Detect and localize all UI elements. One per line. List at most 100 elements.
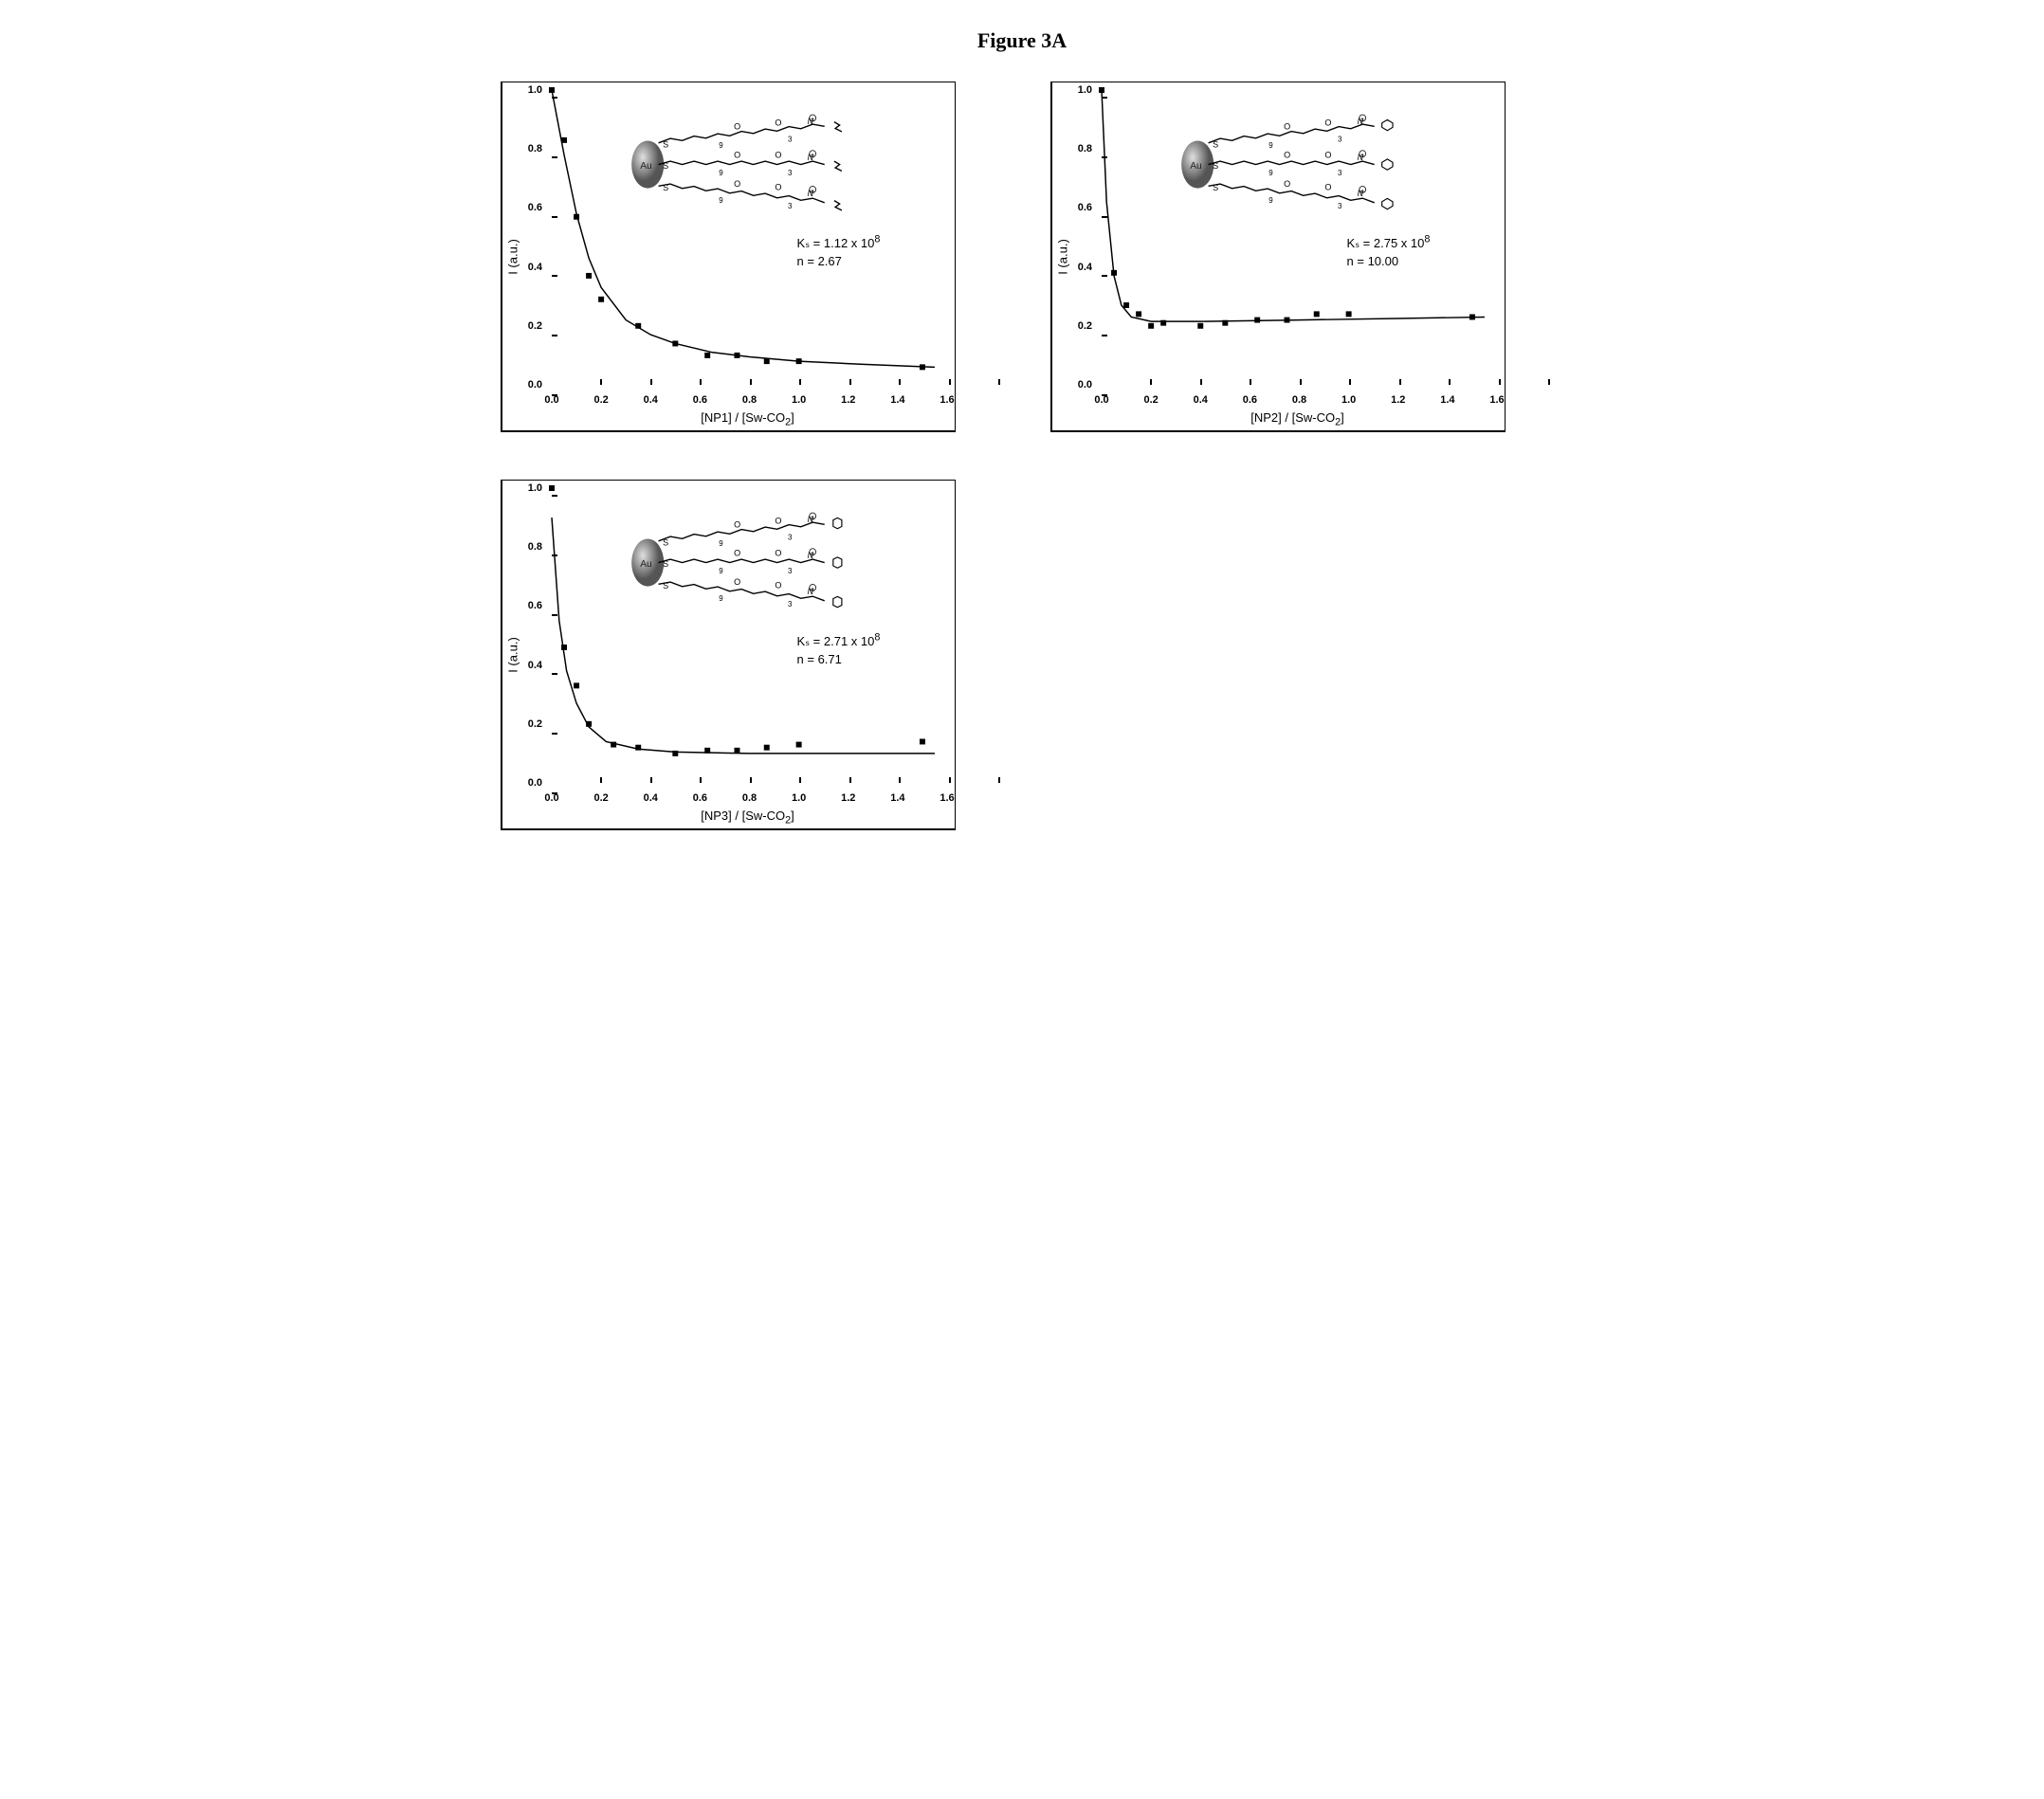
svg-text:S: S <box>664 537 669 547</box>
x-tick-label: 1.4 <box>890 394 904 406</box>
svg-text:O: O <box>776 516 782 525</box>
x-tick-label: 0.0 <box>544 394 558 406</box>
svg-text:O: O <box>735 577 741 587</box>
y-tick-label: 0.2 <box>528 718 542 730</box>
x-tick-label: 0.0 <box>544 792 558 804</box>
y-tick-label: 0.8 <box>1078 143 1092 154</box>
svg-text:O: O <box>1325 118 1332 127</box>
svg-text:O: O <box>776 118 782 127</box>
x-tick-label: 0.0 <box>1094 394 1108 406</box>
svg-text:S: S <box>664 559 669 569</box>
x-tick-label: 1.4 <box>890 792 904 804</box>
svg-text:3: 3 <box>1338 202 1342 210</box>
y-tick-label: 0.4 <box>1078 262 1092 273</box>
panel-grid: 0.0 0.2 0.4 0.6 0.8 1.0 0.0 0.2 0.4 0.6 0.8 1.0 1.2… <box>501 82 1543 830</box>
ks-value: Kₛ = 1.12 x 108 <box>797 236 881 250</box>
svg-text:S: S <box>1214 139 1219 149</box>
svg-text:9: 9 <box>720 593 724 602</box>
x-tick-label: 1.0 <box>792 792 806 804</box>
ks-value: Kₛ = 2.71 x 108 <box>797 634 881 648</box>
svg-text:9: 9 <box>720 168 724 176</box>
x-tick-label: 0.8 <box>742 792 757 804</box>
fit-constants: Kₛ = 2.75 x 108 n = 10.00 <box>1347 231 1431 270</box>
svg-text:+: + <box>811 586 814 592</box>
x-tick-label: 1.6 <box>940 394 954 406</box>
x-tick-label: 1.6 <box>1489 394 1504 406</box>
svg-text:S: S <box>664 182 669 191</box>
y-tick-label: 0.8 <box>528 143 542 154</box>
svg-text:S: S <box>664 139 669 149</box>
svg-text:Au: Au <box>641 559 653 570</box>
x-tick-label: 1.0 <box>1341 394 1356 406</box>
y-tick-label: 0.2 <box>528 320 542 332</box>
svg-text:3: 3 <box>788 600 793 609</box>
x-tick-label: 0.6 <box>693 394 707 406</box>
chart-box: 0.00.20.40.60.81.0 0.00.20.40.60.81.01.2… <box>501 480 956 830</box>
y-tick-label: 0.4 <box>528 660 542 671</box>
fit-constants: Kₛ = 1.12 x 108 n = 2.67 <box>797 231 881 270</box>
svg-text:O: O <box>735 519 741 529</box>
molecule-structure-icon: Au S 9 O O 3 N + S 9 O O <box>630 105 867 209</box>
svg-text:O: O <box>776 548 782 557</box>
y-tick-label: 1.0 <box>528 84 542 96</box>
x-tick-label: 0.8 <box>1292 394 1306 406</box>
x-tick-label: 0.2 <box>1143 394 1158 406</box>
x-tick-label: 0.6 <box>1243 394 1257 406</box>
svg-text:9: 9 <box>720 538 724 547</box>
svg-text:Au: Au <box>641 161 653 172</box>
panel-NP2: 0.00.20.40.60.81.0 0.00.20.40.60.81.01.2… <box>1050 82 1543 432</box>
svg-text:O: O <box>1285 179 1291 189</box>
svg-text:S: S <box>664 161 669 171</box>
svg-text:Au: Au <box>1191 161 1203 172</box>
y-tick-label: 0.6 <box>528 600 542 611</box>
svg-text:3: 3 <box>788 202 793 210</box>
svg-text:3: 3 <box>788 135 793 143</box>
svg-text:O: O <box>735 150 741 159</box>
x-axis-label: [NP3] / [Sw-CO2] <box>521 809 974 827</box>
x-tick-label: 1.4 <box>1440 394 1454 406</box>
x-tick-label: 1.2 <box>841 394 855 406</box>
svg-text:+: + <box>811 550 814 556</box>
svg-text:9: 9 <box>720 566 724 574</box>
figure-title: Figure 3A <box>38 28 2006 53</box>
svg-text:9: 9 <box>1269 195 1274 204</box>
panel-NP3: 0.00.20.40.60.81.0 0.00.20.40.60.81.01.2… <box>501 480 994 830</box>
x-tick-label: 1.2 <box>1391 394 1405 406</box>
svg-text:O: O <box>1325 150 1332 159</box>
x-tick-label: 0.2 <box>593 394 608 406</box>
svg-text:S: S <box>1214 182 1219 191</box>
ks-value: Kₛ = 2.75 x 108 <box>1347 236 1431 250</box>
svg-text:3: 3 <box>1338 135 1342 143</box>
svg-text:S: S <box>664 580 669 590</box>
svg-text:3: 3 <box>788 168 793 176</box>
y-axis-label: I (a.u.) <box>505 239 520 275</box>
panel-NP1: 0.00.20.40.60.81.0 0.00.20.40.60.81.01.2… <box>501 82 994 432</box>
y-tick-label: 0.0 <box>1078 379 1092 391</box>
svg-text:O: O <box>776 580 782 590</box>
chart-box: 0.00.20.40.60.81.0 0.00.20.40.60.81.01.2… <box>1050 82 1506 432</box>
svg-text:+: + <box>811 116 814 122</box>
svg-text:9: 9 <box>1269 140 1274 149</box>
svg-text:O: O <box>735 548 741 557</box>
x-axis-label: [NP1] / [Sw-CO2] <box>521 410 974 428</box>
svg-text:O: O <box>1325 182 1332 191</box>
svg-text:O: O <box>776 182 782 191</box>
y-tick-label: 0.0 <box>528 777 542 789</box>
n-value: n = 10.00 <box>1347 254 1399 268</box>
x-tick-label: 1.0 <box>792 394 806 406</box>
svg-text:O: O <box>735 121 741 131</box>
x-tick-label: 1.6 <box>940 792 954 804</box>
fit-constants: Kₛ = 2.71 x 108 n = 6.71 <box>797 629 881 668</box>
x-tick-label: 0.4 <box>644 792 658 804</box>
n-value: n = 2.67 <box>797 254 842 268</box>
x-tick-label: 0.4 <box>644 394 658 406</box>
y-tick-label: 0.4 <box>528 262 542 273</box>
svg-text:+: + <box>811 514 814 520</box>
svg-text:9: 9 <box>1269 168 1274 176</box>
y-tick-label: 0.6 <box>528 202 542 213</box>
svg-text:O: O <box>776 150 782 159</box>
svg-text:+: + <box>1360 152 1364 158</box>
molecule-structure-icon: Au S 9 O O 3 N + S 9 O O <box>630 503 867 607</box>
svg-text:3: 3 <box>788 566 793 574</box>
y-tick-label: 0.2 <box>1078 320 1092 332</box>
